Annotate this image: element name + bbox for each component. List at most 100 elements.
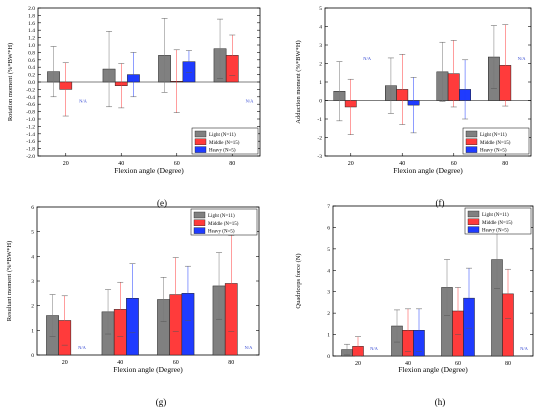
y-tick-label: 5 bbox=[319, 6, 322, 12]
chart-panel-3: 0 1 2 3 4 5 6 20 40 60 80 N/A N/A Light (N=11) Middle … bbox=[6, 205, 260, 407]
y-tick-label: -1 bbox=[317, 117, 322, 123]
legend-label: Heavy (N=5) bbox=[482, 229, 509, 234]
x-tick-label: 60 bbox=[455, 361, 461, 367]
na-label: N/A bbox=[79, 99, 88, 104]
legend-label: Light (N=11) bbox=[480, 133, 507, 138]
legend-label: Middle (N=15) bbox=[482, 221, 513, 226]
y-tick-label: 0 bbox=[327, 354, 330, 360]
x-tick-label: 40 bbox=[405, 361, 411, 367]
x-tick-label: 40 bbox=[399, 161, 405, 167]
chart-panel-1: -2.0-1.8 -1.6-1.4 -1.2-1.0-0.8 -0.6-0.4 -0.2… bbox=[7, 6, 261, 208]
legend-label: Heavy (N=5) bbox=[480, 149, 507, 154]
y-tick-label: 0.4 bbox=[28, 65, 35, 71]
legend-label: Heavy (N=5) bbox=[209, 149, 236, 154]
y-tick-label: 2 bbox=[31, 304, 34, 310]
y-tick-label: 6 bbox=[327, 225, 330, 231]
panel-caption: (f) bbox=[436, 198, 445, 208]
y-tick-label: -1.2 bbox=[26, 124, 35, 130]
y-axis-label: Resultant moment (%*BW*H) bbox=[6, 241, 13, 322]
y-tick-label: -1.8 bbox=[26, 147, 35, 153]
legend-label: Middle (N=15) bbox=[480, 141, 511, 146]
y-tick-label: 1.4 bbox=[28, 28, 35, 34]
y-tick-label: 5 bbox=[31, 230, 34, 236]
y-tick-label: -1.4 bbox=[26, 132, 35, 138]
y-tick-label: 6 bbox=[31, 205, 34, 211]
na-label: N/A bbox=[370, 346, 379, 351]
x-tick-label: 20 bbox=[63, 161, 69, 167]
legend-label: Light (N=11) bbox=[209, 133, 236, 138]
y-tick-label: 5 bbox=[327, 247, 330, 253]
legend-swatch bbox=[467, 210, 480, 218]
legend: Light (N=11) Middle (N=15) Heavy (N=5) bbox=[462, 127, 530, 155]
y-tick-label: -1.0 bbox=[26, 117, 35, 123]
y-tick-label: 3 bbox=[31, 279, 34, 285]
y-tick-label: 1 bbox=[31, 328, 34, 334]
y-tick-label: 2 bbox=[319, 62, 322, 68]
legend-swatch bbox=[465, 130, 478, 138]
x-tick-label: 80 bbox=[502, 161, 508, 167]
y-tick-label: -2.0 bbox=[26, 154, 35, 160]
y-tick-label: 4 bbox=[327, 268, 330, 274]
legend-label: Middle (N=15) bbox=[208, 222, 239, 227]
chart-panel-2: -3 -2 -1 0 1 2 3 4 5 20 40 60 80 N/A N/A Light (N=11) Mi… bbox=[295, 6, 532, 208]
plot-frame bbox=[332, 205, 534, 357]
y-tick-label: -0.4 bbox=[26, 95, 35, 101]
chart-panel-4: 0 1 2 3 4 5 6 7 20 40 60 80 N/A N/A Light (N=11) Middle… bbox=[295, 204, 534, 407]
y-tick-label: 2 bbox=[327, 311, 330, 317]
na-label: N/A bbox=[245, 345, 254, 350]
y-axis-label: Rotation moment (%*BW*H) bbox=[7, 43, 14, 121]
legend-swatch bbox=[465, 138, 478, 146]
x-tick-label: 20 bbox=[348, 161, 354, 167]
y-tick-label: 1 bbox=[319, 80, 322, 86]
y-tick-label: 2.0 bbox=[28, 6, 35, 12]
x-axis-label: Flexion angle (Degree) bbox=[113, 365, 183, 374]
y-tick-label: 0 bbox=[31, 353, 34, 359]
y-tick-label: -2 bbox=[317, 136, 322, 142]
y-axis-label: Quadriceps force (N) bbox=[295, 253, 302, 308]
x-tick-label: 60 bbox=[174, 161, 180, 167]
x-tick-label: 20 bbox=[355, 361, 361, 367]
x-tick-label: 80 bbox=[229, 161, 235, 167]
y-tick-label: 0.0 bbox=[28, 80, 35, 86]
legend-label: Light (N=11) bbox=[482, 213, 509, 218]
y-tick-label: 1.0 bbox=[28, 43, 35, 49]
na-label: N/A bbox=[246, 99, 255, 104]
y-tick-label: 0.6 bbox=[28, 58, 35, 64]
legend-swatch bbox=[467, 218, 480, 226]
y-tick-label: 0 bbox=[319, 99, 322, 105]
y-axis-label: Adduction moment (%*BW*H) bbox=[295, 40, 302, 123]
y-tick-label: 7 bbox=[327, 204, 330, 210]
y-tick-label: -0.8 bbox=[26, 110, 35, 116]
panel-caption: (h) bbox=[435, 397, 446, 407]
y-tick-label: 4 bbox=[319, 25, 322, 31]
y-tick-label: 3 bbox=[327, 290, 330, 296]
na-label: N/A bbox=[518, 56, 527, 61]
legend: Light (N=11) Middle (N=15) Heavy (N=5) bbox=[464, 207, 532, 235]
y-tick-label: -0.2 bbox=[26, 87, 35, 93]
x-tick-label: 80 bbox=[505, 361, 511, 367]
y-tick-label: 1.8 bbox=[28, 13, 35, 19]
x-axis-label: Flexion angle (Degree) bbox=[114, 166, 184, 175]
legend: Light (N=11) Middle (N=15) Heavy (N=5) bbox=[191, 127, 259, 155]
legend-swatch bbox=[193, 211, 206, 219]
legend: Light (N=11) Middle (N=15) Heavy (N=5) bbox=[190, 208, 258, 236]
y-tick-label: 4 bbox=[31, 254, 34, 260]
x-axis-label: Flexion angle (Degree) bbox=[398, 365, 468, 374]
x-tick-label: 20 bbox=[62, 360, 68, 366]
legend-swatch bbox=[193, 219, 206, 227]
na-label: N/A bbox=[363, 56, 372, 61]
y-tick-label: 1.2 bbox=[28, 36, 35, 42]
legend-label: Heavy (N=5) bbox=[208, 230, 235, 235]
x-tick-label: 40 bbox=[118, 161, 124, 167]
y-tick-label: -0.6 bbox=[26, 102, 35, 108]
legend-swatch bbox=[194, 130, 207, 138]
na-label: N/A bbox=[78, 345, 87, 350]
x-tick-label: 60 bbox=[173, 360, 179, 366]
y-tick-label: -1.6 bbox=[26, 139, 35, 145]
legend-swatch bbox=[194, 146, 207, 153]
na-label: N/A bbox=[520, 346, 529, 351]
y-tick-label: 1 bbox=[327, 333, 330, 339]
y-tick-label: 3 bbox=[319, 43, 322, 49]
x-tick-label: 40 bbox=[117, 360, 123, 366]
